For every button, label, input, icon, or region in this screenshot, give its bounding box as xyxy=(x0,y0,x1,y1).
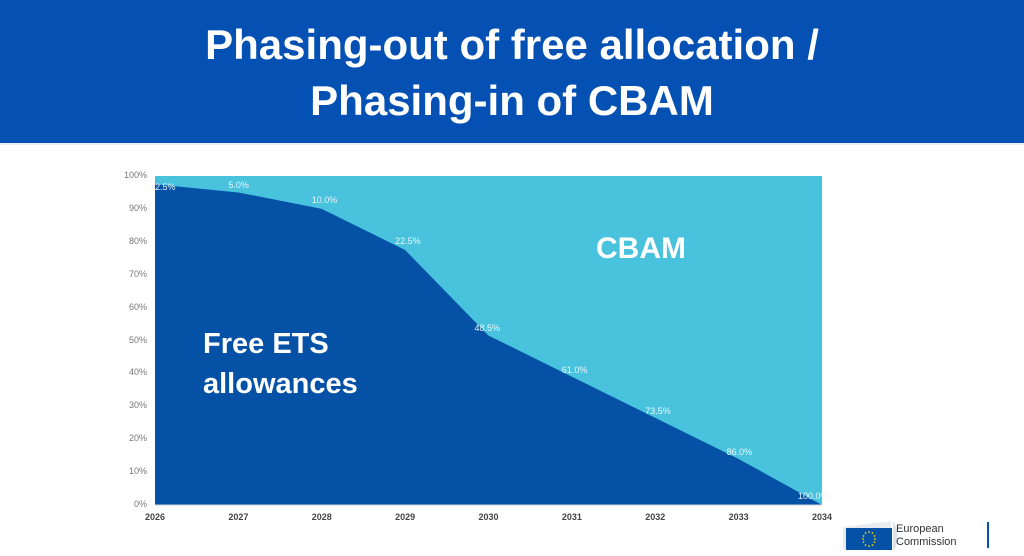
y-tick-label: 30% xyxy=(128,400,147,411)
free-ets-label-line1: Free ETS xyxy=(203,328,329,360)
y-tick-label: 40% xyxy=(128,367,147,378)
data-label: 86.0% xyxy=(726,446,753,457)
logo-line-1: European xyxy=(896,523,944,535)
data-label: 61.0% xyxy=(561,364,588,375)
y-tick-label: 70% xyxy=(128,268,147,279)
x-tick-label: 2026 xyxy=(144,512,166,522)
y-tick-label: 50% xyxy=(128,334,147,345)
y-tick-label: 10% xyxy=(128,466,147,477)
x-tick-label: 2032 xyxy=(645,512,666,522)
data-label: 2.5% xyxy=(155,182,176,193)
european-commission-logo xyxy=(843,521,898,550)
data-label: 10.0% xyxy=(311,194,338,205)
x-tick-label: 2027 xyxy=(228,512,249,522)
y-tick-label: 0% xyxy=(133,499,147,509)
logo-bar xyxy=(987,522,989,548)
data-label: 100.0% xyxy=(798,491,829,501)
title-line-2: Phasing-in of CBAM xyxy=(310,77,714,124)
divider xyxy=(0,143,1024,145)
y-tick-label: 100% xyxy=(123,170,147,180)
data-label: 22.5% xyxy=(395,236,421,247)
y-tick-label: 60% xyxy=(128,301,147,312)
free-ets-label-line2: allowances xyxy=(203,368,358,400)
data-label: 73.5% xyxy=(645,405,671,416)
y-tick-label: 90% xyxy=(128,202,147,213)
y-tick-label: 80% xyxy=(128,235,147,246)
x-tick-label: 2029 xyxy=(395,512,416,522)
data-label: 48.5% xyxy=(474,322,501,333)
cbam-area-label: CBAM xyxy=(596,232,686,265)
title-line-1: Phasing-out of free allocation / xyxy=(205,21,819,68)
logo-text: European Commission xyxy=(896,523,957,549)
title-banner: Phasing-out of free allocation / Phasing… xyxy=(0,0,1024,143)
data-label: 5.0% xyxy=(228,180,249,191)
x-tick-label: 2031 xyxy=(561,512,582,522)
x-tick-label: 2034 xyxy=(811,512,833,522)
free-ets-area xyxy=(155,184,822,505)
x-tick-label: 2028 xyxy=(311,512,332,522)
logo-line-2: Commission xyxy=(896,536,957,548)
x-tick-label: 2033 xyxy=(728,512,749,522)
eu-flag-icon xyxy=(846,528,892,550)
y-tick-label: 20% xyxy=(128,433,147,444)
x-tick-label: 2030 xyxy=(478,512,499,522)
